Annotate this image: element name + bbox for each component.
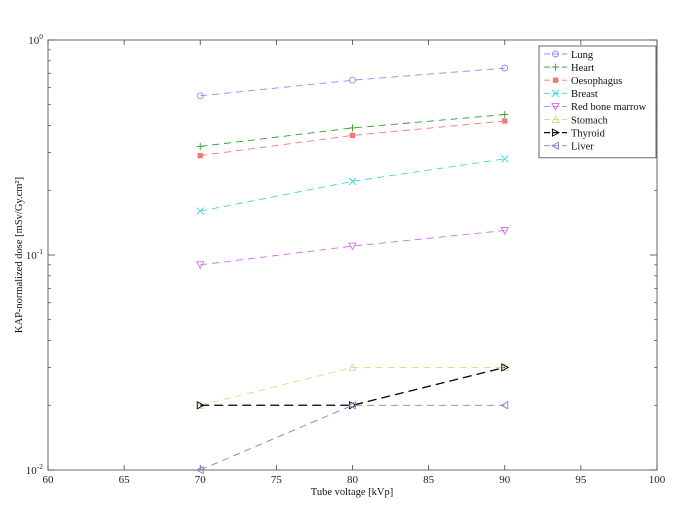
data-point-breast xyxy=(196,207,205,215)
data-point-thyroid xyxy=(196,401,205,410)
legend-item-lung: Lung xyxy=(544,50,594,61)
legend: Lung Heart Oesophagus Breast Red bone marrow… xyxy=(538,45,657,159)
series-line-red-bone-marrow xyxy=(200,230,505,266)
x-tick-label: 65 xyxy=(119,474,131,486)
series-oesophagus xyxy=(197,118,508,159)
series-red-bone-marrow xyxy=(195,227,510,270)
legend-marker xyxy=(552,77,559,83)
y-tick-exponent: -1 xyxy=(37,247,43,256)
legend-item-stomach: Stomach xyxy=(544,115,608,126)
legend-item-liver: Liver xyxy=(544,141,594,153)
legend-marker xyxy=(551,102,560,111)
legend-marker xyxy=(552,50,559,58)
data-point-breast xyxy=(348,177,357,186)
legend-item-oesophagus: Oesophagus xyxy=(544,76,622,87)
legend-marker xyxy=(551,89,560,98)
series-line-stomach xyxy=(200,366,505,406)
x-tick-label: 80 xyxy=(347,474,359,486)
data-point-lung xyxy=(501,64,509,72)
data-point-thyroid xyxy=(501,363,510,372)
data-point-liver xyxy=(195,465,204,475)
y-tick-base: 10 xyxy=(26,250,38,262)
data-point-breast xyxy=(500,155,509,163)
series-heart xyxy=(196,111,509,150)
series-line-thyroid xyxy=(200,366,505,406)
series-line-oesophagus xyxy=(200,120,505,157)
data-point-lung xyxy=(349,76,356,84)
legend-marker xyxy=(552,63,559,71)
data-point-lung xyxy=(196,92,204,100)
legend-label: Liver xyxy=(571,142,594,153)
data-point-heart xyxy=(501,111,509,119)
data-point-liver xyxy=(500,401,509,410)
legend-label: Lung xyxy=(571,50,594,61)
y-tick-exponent: 0 xyxy=(39,32,43,41)
series-layer xyxy=(195,64,510,475)
data-point-oesophagus xyxy=(502,118,508,124)
legend-item-red-bone-marrow: Red bone marrow xyxy=(544,102,647,113)
data-point-red-bone-marrow xyxy=(195,261,205,270)
data-point-heart xyxy=(196,142,204,150)
legend-item-thyroid: Thyroid xyxy=(544,128,606,139)
x-tick-label: 90 xyxy=(499,474,511,486)
legend-box xyxy=(538,45,657,159)
x-tick-label: 95 xyxy=(575,474,587,486)
legend-label: Heart xyxy=(571,63,594,74)
x-tick-label: 75 xyxy=(271,474,283,486)
x-tick-label: 70 xyxy=(195,474,207,486)
legend-label: Breast xyxy=(571,89,598,100)
series-line-heart xyxy=(200,114,505,147)
data-point-oesophagus xyxy=(349,132,356,139)
y-tick-label: 10-2 xyxy=(26,462,43,477)
x-tick-label: 60 xyxy=(43,474,55,486)
legend-marker xyxy=(551,141,559,150)
x-tick-label: 100 xyxy=(649,474,666,486)
data-point-red-bone-marrow xyxy=(500,227,510,235)
y-tick-base: 10 xyxy=(28,35,40,47)
y-tick-base: 10 xyxy=(26,465,38,477)
legend-marker xyxy=(551,115,560,123)
data-point-liver xyxy=(348,401,356,410)
series-line-liver xyxy=(200,404,505,471)
legend-label: Thyroid xyxy=(571,128,606,139)
x-tick-label: 85 xyxy=(423,474,435,486)
data-point-stomach xyxy=(348,362,357,371)
y-tick-label: 10-1 xyxy=(26,247,43,262)
series-line-breast xyxy=(200,158,505,212)
legend-label: Stomach xyxy=(571,115,608,126)
legend-item-breast: Breast xyxy=(544,89,598,100)
data-point-heart xyxy=(349,124,356,132)
y-tick-label: 100 xyxy=(28,32,43,47)
series-breast xyxy=(196,155,509,215)
data-point-red-bone-marrow xyxy=(348,242,357,251)
legend-label: Oesophagus xyxy=(571,76,622,87)
y-axis-label: KAP-normalized dose [mSv/Gy.cm²] xyxy=(14,177,25,333)
series-lung xyxy=(196,64,509,100)
y-tick-exponent: -2 xyxy=(37,462,43,471)
legend-label: Red bone marrow xyxy=(571,102,647,113)
x-axis-label: Tube voltage [kVp] xyxy=(311,487,393,498)
series-line-lung xyxy=(200,67,505,97)
data-point-stomach xyxy=(500,362,510,371)
data-point-oesophagus xyxy=(197,152,203,159)
series-liver xyxy=(195,401,509,475)
legend-item-heart: Heart xyxy=(544,63,594,74)
legend-marker xyxy=(552,128,560,137)
